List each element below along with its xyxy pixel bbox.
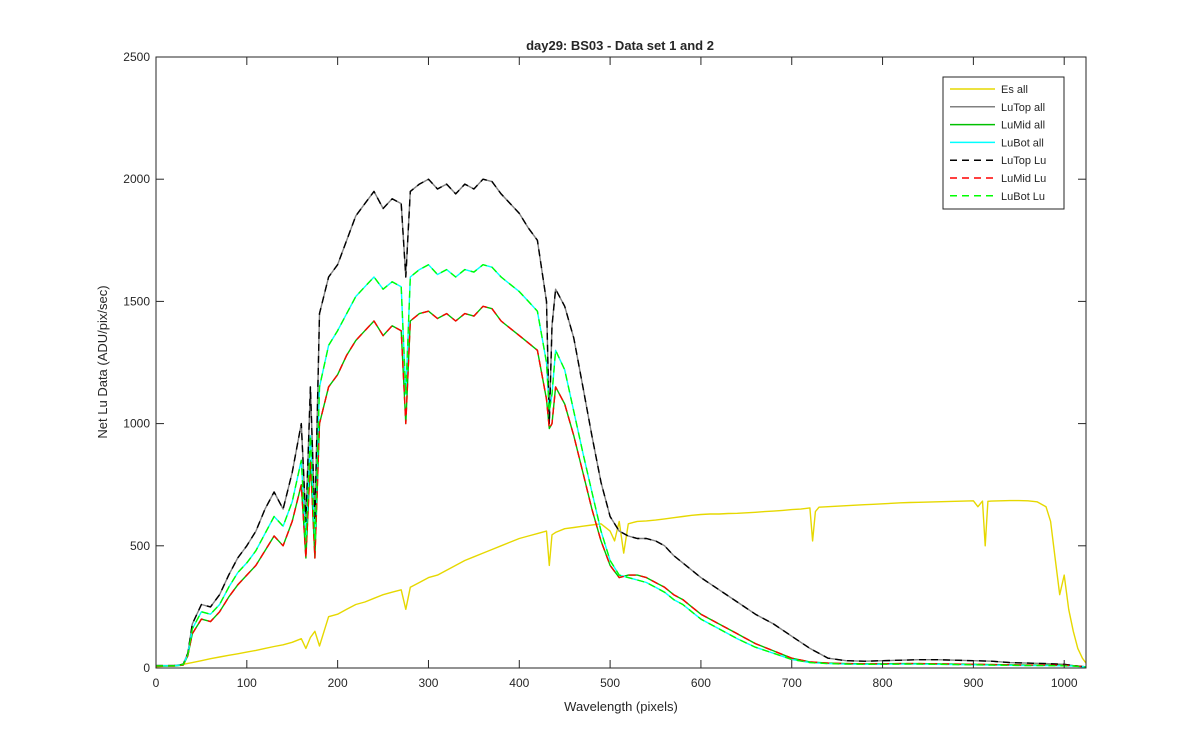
legend-label: Es all — [1001, 84, 1028, 96]
x-tick-label: 900 — [963, 676, 983, 690]
series-line-es-all — [155, 499, 1087, 668]
plot-lines — [155, 178, 1087, 668]
x-tick-label: 1000 — [1051, 676, 1078, 690]
y-axis-ticks: 0 500 1000 1500 2000 2500 — [123, 50, 1086, 675]
x-tick-label: 500 — [600, 676, 620, 690]
y-tick-label: 500 — [130, 539, 150, 553]
x-tick-label: 200 — [328, 676, 348, 690]
legend-label: LuBot Lu — [1001, 191, 1045, 203]
x-tick-label: 600 — [691, 676, 711, 690]
y-tick-label: 1000 — [123, 417, 150, 431]
y-axis-label: Net Lu Data (ADU/pix/sec) — [95, 285, 110, 438]
legend-label: LuMid Lu — [1001, 173, 1046, 185]
x-axis-ticks: 0 100 200 300 400 500 600 700 800 900 1000 — [153, 57, 1078, 690]
legend-items: Es all LuTop all LuMid all LuBot all LuTop L… — [950, 84, 1046, 203]
series-line-lutop-lu — [156, 178, 1087, 668]
x-tick-label: 700 — [782, 676, 802, 690]
y-tick-label: 2000 — [123, 172, 150, 186]
chart-title: day29: BS03 - Data set 1 and 2 — [526, 38, 714, 53]
y-tick-label: 0 — [143, 661, 150, 675]
legend-label: LuMid all — [1001, 120, 1045, 132]
y-tick-label: 1500 — [123, 294, 150, 308]
legend-label: LuBot all — [1001, 137, 1044, 149]
y-tick-label: 2500 — [123, 50, 150, 64]
x-tick-label: 100 — [237, 676, 257, 690]
x-axis-label: Wavelength (pixels) — [564, 699, 678, 714]
x-tick-label: 400 — [509, 676, 529, 690]
x-tick-label: 0 — [153, 676, 160, 690]
legend: Es all LuTop all LuMid all LuBot all LuTop L… — [942, 76, 1065, 210]
series-line-lubot-lu — [156, 264, 1087, 668]
legend-label: LuTop all — [1001, 102, 1045, 114]
axes-box — [155, 56, 1087, 669]
legend-label: LuTop Lu — [1001, 155, 1046, 167]
x-tick-label: 800 — [873, 676, 893, 690]
x-tick-label: 300 — [418, 676, 438, 690]
